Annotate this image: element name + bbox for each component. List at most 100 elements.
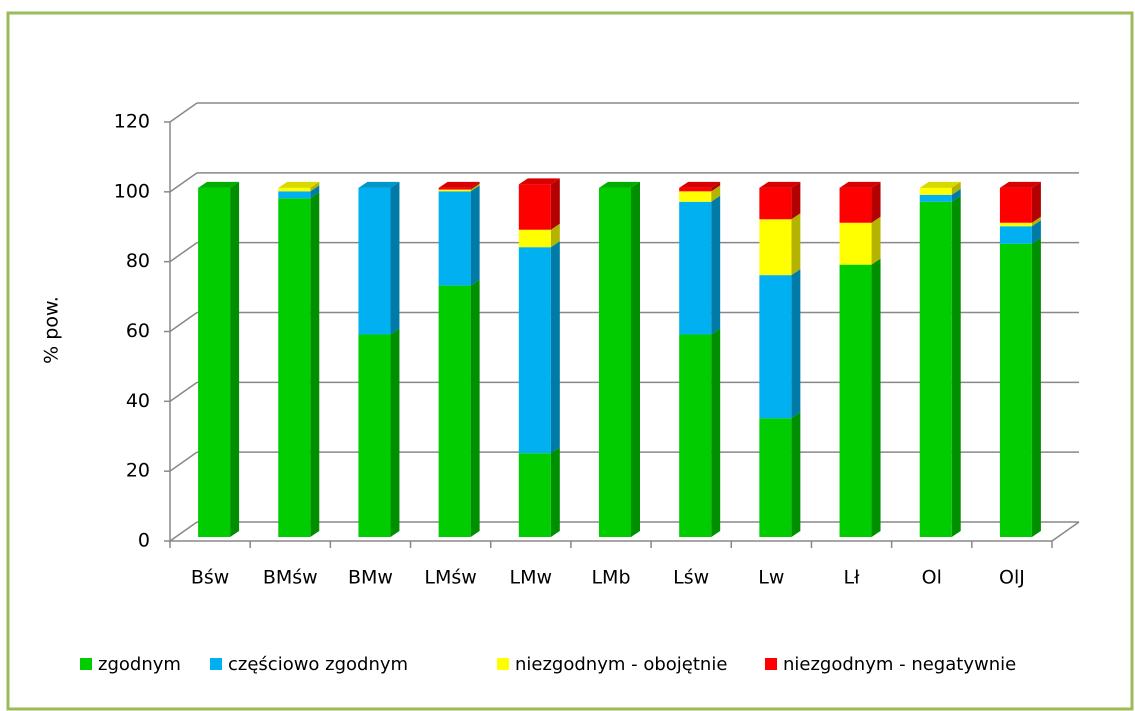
bar-side [1031, 216, 1041, 227]
bar-side [550, 241, 560, 454]
bar-side [711, 181, 721, 192]
y-tick-label: 0 [138, 530, 150, 552]
bar-side [310, 181, 320, 192]
bar-side [230, 181, 240, 538]
bar-side [1031, 220, 1041, 244]
grid-line [169, 242, 198, 263]
bar [438, 189, 471, 192]
grid-line [169, 381, 198, 402]
bar-top [358, 181, 400, 188]
bar-side [711, 185, 721, 202]
y-tick-label: 100 [114, 180, 150, 202]
bar [518, 453, 551, 537]
grid-line [169, 451, 198, 472]
bar-side [1031, 181, 1041, 223]
bar-side [390, 328, 400, 537]
grid-line [169, 521, 198, 542]
bar [919, 187, 952, 195]
bar-side [310, 185, 320, 199]
x-tick-label: Lśw [673, 567, 709, 589]
x-tick-label: Lł [844, 567, 861, 589]
bar [999, 243, 1032, 537]
bar [518, 247, 551, 454]
y-axis-label: % pow. [41, 296, 63, 364]
bar [999, 222, 1032, 227]
bar-side [951, 181, 961, 195]
bar-side [550, 223, 560, 248]
grid-line [169, 102, 198, 123]
x-tick-label: BMw [348, 567, 393, 589]
bar [358, 334, 391, 537]
bar-top [839, 181, 881, 188]
bar-side [951, 188, 961, 202]
legend-swatch [210, 658, 222, 670]
bar [679, 187, 712, 192]
bar-side [470, 185, 480, 286]
grid-line [169, 172, 198, 193]
bar-side [711, 195, 721, 335]
bar-side [390, 181, 400, 335]
bar [759, 219, 792, 276]
bar-side [871, 216, 881, 265]
bar [518, 229, 551, 248]
bar [999, 187, 1032, 223]
bar [919, 194, 952, 202]
bar-side [1031, 237, 1041, 537]
y-tick-label: 20 [126, 460, 150, 482]
legend-swatch [765, 658, 777, 670]
bar [759, 275, 792, 419]
bar-top [599, 181, 640, 188]
bar [759, 418, 792, 537]
bar [839, 264, 872, 537]
bar-side [791, 269, 801, 419]
bar [438, 187, 471, 190]
bar [679, 191, 712, 202]
bar-top [759, 181, 801, 188]
bar [438, 285, 471, 537]
bar-side [470, 183, 480, 192]
legend-label: niezgodnym - negatywnie [783, 654, 1016, 675]
bar-side [310, 192, 320, 537]
bar [599, 187, 631, 538]
legend-swatch [497, 658, 509, 670]
grid-line [169, 311, 198, 333]
x-tick-label: OlJ [999, 567, 1025, 589]
bar-side [791, 412, 801, 537]
y-tick-label: 60 [126, 320, 150, 342]
bar [278, 191, 311, 199]
bar-top [999, 181, 1041, 188]
bar-side [871, 181, 881, 223]
bar-side [470, 279, 480, 537]
bar-side [711, 328, 721, 537]
bar-side [550, 178, 560, 230]
bar [839, 222, 872, 265]
y-tick-label: 40 [126, 390, 150, 412]
bar [198, 187, 231, 538]
legend-label: częściowo zgodnym [228, 654, 408, 675]
bar-top [438, 181, 480, 188]
legend-label: zgodnym [98, 654, 181, 675]
bar-top [679, 181, 721, 188]
bar [278, 198, 311, 537]
bar [358, 187, 391, 335]
x-tick-label: Lw [758, 567, 784, 589]
bar [759, 187, 792, 220]
bar-top [278, 181, 320, 188]
legend-swatch [80, 658, 92, 670]
bar [999, 226, 1032, 244]
bar-side [791, 213, 801, 276]
y-tick-label: 120 [114, 111, 150, 133]
x-tick-label: LMśw [424, 567, 476, 589]
bar-side [791, 181, 801, 220]
bar-side [951, 195, 961, 538]
bar [919, 201, 952, 538]
x-tick-label: Bśw [191, 567, 229, 589]
bar-top [518, 178, 560, 185]
bar [839, 187, 872, 223]
bar [679, 334, 712, 537]
bar [278, 187, 311, 192]
bar-top [198, 181, 240, 188]
bar-top [919, 181, 961, 188]
x-tick-label: LMb [591, 567, 630, 589]
